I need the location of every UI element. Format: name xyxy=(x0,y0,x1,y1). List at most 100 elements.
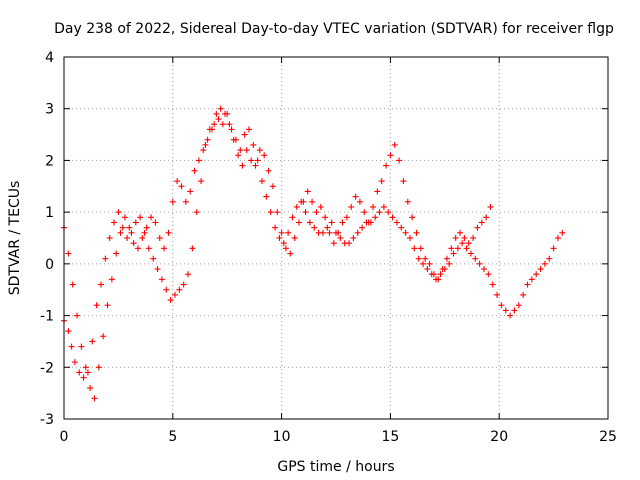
data-point xyxy=(317,203,324,210)
data-point xyxy=(198,178,205,185)
data-point xyxy=(211,121,218,128)
data-point xyxy=(402,229,409,236)
data-point xyxy=(354,229,361,236)
data-point xyxy=(241,131,248,138)
data-point xyxy=(476,260,483,267)
data-point xyxy=(285,229,292,236)
data-point xyxy=(359,224,366,231)
data-point xyxy=(426,260,433,267)
data-point xyxy=(204,136,211,143)
data-point xyxy=(191,167,198,174)
x-tick-label: 0 xyxy=(60,429,69,445)
data-point xyxy=(446,260,453,267)
data-point xyxy=(406,235,413,241)
data-point xyxy=(376,209,383,216)
x-tick-label: 15 xyxy=(381,429,399,445)
data-point xyxy=(185,271,192,278)
data-point xyxy=(252,162,259,169)
data-point xyxy=(80,374,87,381)
data-point xyxy=(226,121,233,128)
data-point xyxy=(372,214,379,221)
data-point xyxy=(328,219,335,226)
data-point xyxy=(82,364,89,371)
data-point xyxy=(389,214,396,221)
data-point xyxy=(452,235,459,241)
data-point xyxy=(537,266,544,273)
data-point xyxy=(291,235,298,241)
data-point xyxy=(280,240,287,247)
data-point xyxy=(272,224,279,231)
data-point xyxy=(296,219,303,226)
data-point xyxy=(111,219,118,226)
y-tick-label: 0 xyxy=(45,257,54,273)
data-point xyxy=(365,219,372,226)
data-point xyxy=(215,116,222,123)
data-point xyxy=(65,328,72,335)
data-point xyxy=(254,157,261,164)
data-point xyxy=(350,235,357,241)
data-point xyxy=(282,245,289,252)
data-point xyxy=(68,343,75,350)
grid xyxy=(64,57,608,419)
y-tick-label: 4 xyxy=(45,50,54,66)
data-point xyxy=(100,333,107,340)
data-point xyxy=(322,214,329,221)
data-point xyxy=(313,209,320,216)
data-point xyxy=(87,384,94,391)
data-point xyxy=(289,214,296,221)
data-point xyxy=(89,338,96,345)
data-point xyxy=(265,167,272,174)
data-point xyxy=(352,193,359,200)
data-point xyxy=(106,235,113,241)
data-point xyxy=(398,224,405,231)
data-point xyxy=(520,291,527,298)
data-point xyxy=(483,214,490,221)
data-point xyxy=(387,152,394,159)
data-point xyxy=(404,198,411,205)
y-axis-label: SDTVAR / TECUs xyxy=(7,181,23,296)
data-point xyxy=(559,229,566,236)
data-point xyxy=(132,219,139,226)
data-point xyxy=(374,188,381,195)
data-point xyxy=(330,240,337,247)
data-point xyxy=(311,224,318,231)
data-point xyxy=(148,214,155,221)
data-point xyxy=(195,157,202,164)
data-point xyxy=(169,198,176,205)
x-tick-label: 5 xyxy=(168,429,177,445)
data-point xyxy=(369,203,376,210)
data-point xyxy=(104,302,111,309)
y-tick-label: 3 xyxy=(45,102,54,118)
data-point xyxy=(457,229,464,236)
data-point xyxy=(300,198,307,205)
axis-ticks: 0 5 10 15 20 25 -3 -2 -1 0 1 2 3 4 xyxy=(40,50,617,445)
data-point xyxy=(391,141,398,148)
data-point xyxy=(137,214,144,221)
data-point xyxy=(193,209,200,216)
data-point xyxy=(152,219,159,226)
data-point xyxy=(167,297,174,304)
x-tick-label: 20 xyxy=(490,429,508,445)
data-point xyxy=(554,235,561,241)
data-point xyxy=(102,255,109,262)
data-point xyxy=(494,291,501,298)
data-point xyxy=(515,302,522,309)
data-point xyxy=(478,219,485,226)
data-point xyxy=(302,209,309,216)
data-point xyxy=(396,157,403,164)
data-point xyxy=(91,395,98,402)
data-point xyxy=(472,255,479,262)
data-point xyxy=(171,291,178,298)
chart-title: Day 238 of 2022, Sidereal Day-to-day VTE… xyxy=(54,21,614,37)
data-point xyxy=(248,157,255,164)
data-point xyxy=(178,183,185,190)
data-point xyxy=(443,255,450,262)
data-point xyxy=(158,276,165,283)
y-tick-label: -1 xyxy=(40,309,54,325)
data-point xyxy=(409,214,416,221)
data-point xyxy=(287,250,294,257)
data-point xyxy=(150,255,157,262)
data-point xyxy=(143,224,150,231)
data-point xyxy=(108,276,115,283)
